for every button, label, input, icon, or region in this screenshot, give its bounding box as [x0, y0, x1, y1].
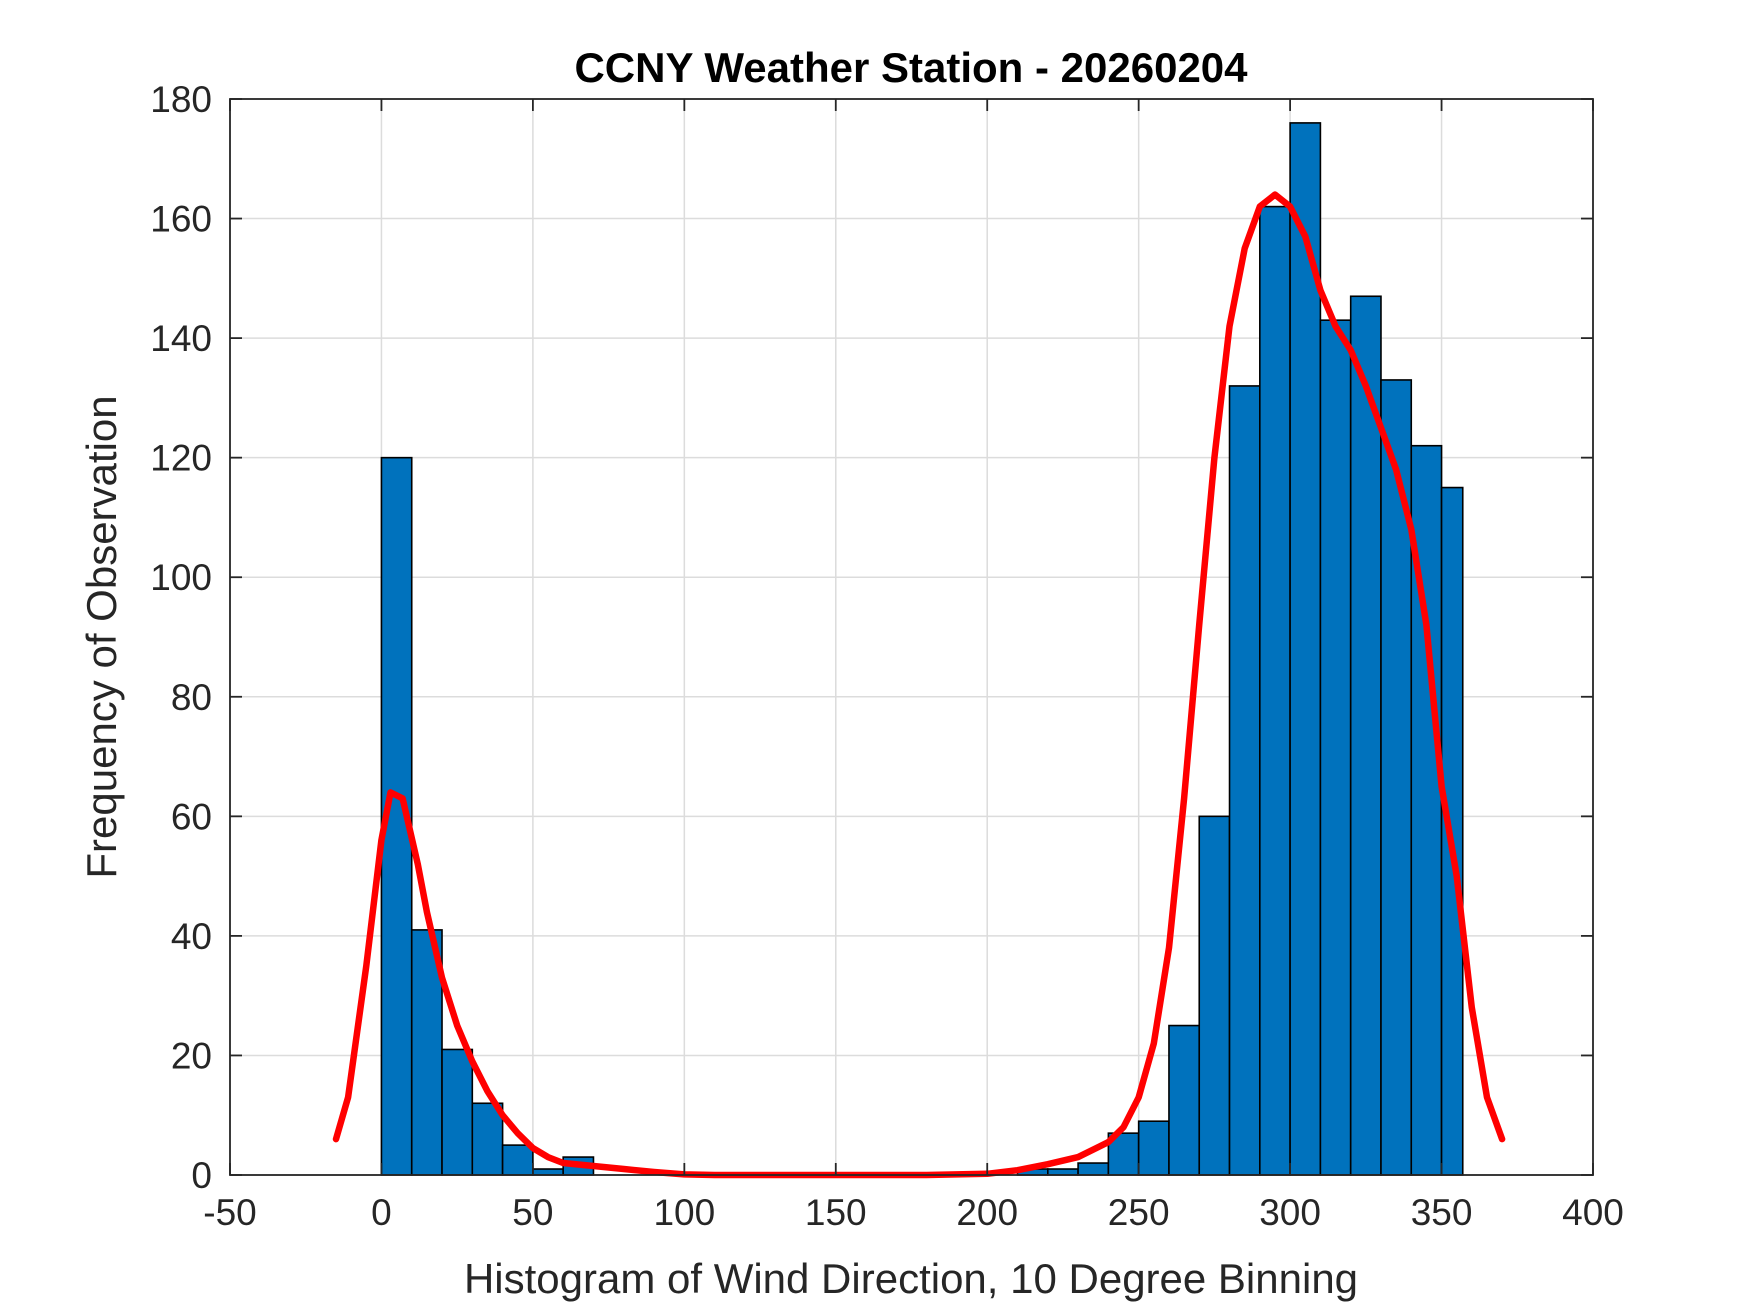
x-tick-label: 0: [371, 1192, 392, 1233]
y-tick-label: 120: [150, 438, 212, 479]
histogram-bar: [1198, 815, 1231, 1176]
axes: [229, 98, 1594, 1176]
histogram-bar: [1228, 385, 1261, 1176]
x-tick-label: 200: [956, 1192, 1018, 1233]
y-tick-label: 80: [171, 677, 212, 718]
y-tick-label: 0: [191, 1155, 212, 1196]
tick-labels: -50 0 50 100 150 200 250 300 350 4000204060801001…: [150, 79, 1624, 1233]
x-tick-label: 150: [805, 1192, 867, 1233]
histogram-bar: [441, 1048, 474, 1176]
x-tick-label: 300: [1259, 1192, 1321, 1233]
histogram-bar: [501, 1144, 534, 1176]
y-tick-label: 140: [150, 318, 212, 359]
density-curve: [332, 191, 1506, 1179]
x-tick-label: 400: [1562, 1192, 1624, 1233]
histogram-bar: [410, 929, 443, 1176]
axes-box: [229, 98, 1594, 1176]
x-tick-label: 350: [1411, 1192, 1473, 1233]
histogram-bar: [471, 1102, 504, 1176]
histogram-bar: [1077, 1162, 1110, 1176]
x-tick-label: 50: [512, 1192, 553, 1233]
chart-title: CCNY Weather Station - 20260204: [574, 44, 1248, 91]
y-tick-label: 180: [150, 79, 212, 120]
y-tick-label: 40: [171, 916, 212, 957]
x-tick-label: 250: [1108, 1192, 1170, 1233]
x-axis-label: Histogram of Wind Direction, 10 Degree B…: [464, 1255, 1358, 1302]
x-tick-label: 100: [653, 1192, 715, 1233]
histogram-bar: [1168, 1024, 1201, 1176]
histogram-bar: [1259, 205, 1291, 1176]
y-tick-label: 100: [150, 557, 212, 598]
histogram-bar: [1349, 295, 1382, 1176]
y-tick-label: 160: [150, 199, 212, 240]
x-tick-label: -50: [203, 1192, 256, 1233]
y-tick-label: 20: [171, 1035, 212, 1076]
density-curve-layer: [332, 191, 1506, 1179]
y-tick-label: 60: [171, 796, 212, 837]
y-axis-label: Frequency of Observation: [78, 395, 125, 878]
histogram-bar: [1319, 319, 1352, 1176]
histogram-bar: [1137, 1120, 1170, 1176]
